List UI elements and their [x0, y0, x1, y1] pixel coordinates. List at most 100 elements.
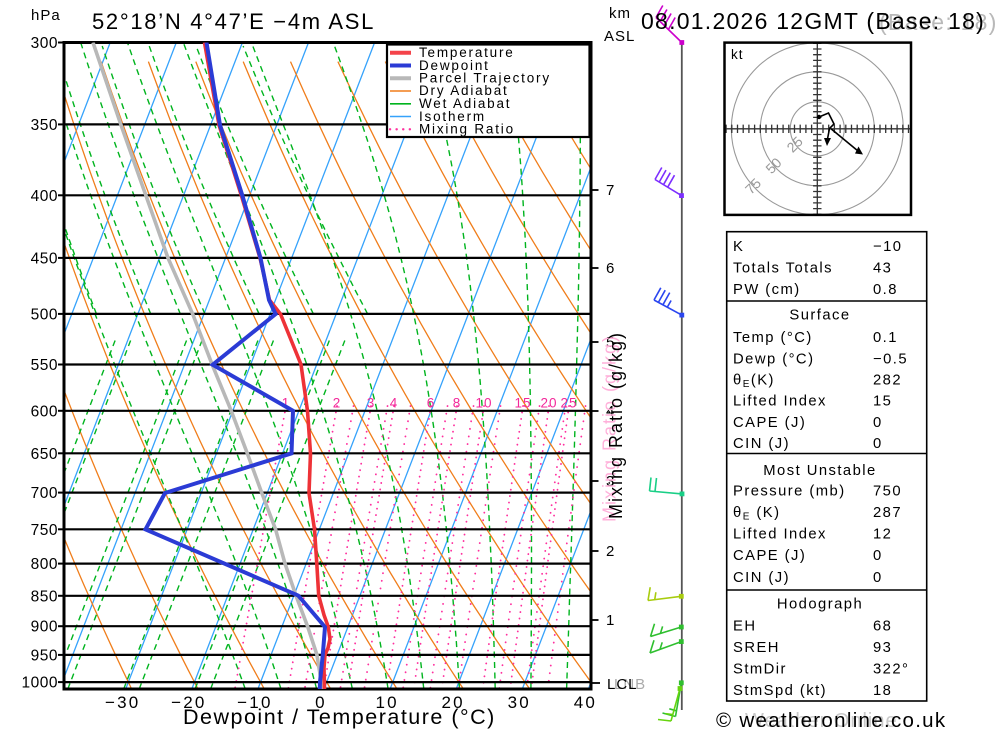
svg-text:40: 40 [574, 693, 597, 712]
svg-text:Dewp (°C): Dewp (°C) [733, 352, 814, 368]
svg-text:12: 12 [873, 527, 892, 543]
svg-text:6: 6 [606, 260, 614, 277]
svg-text:0: 0 [873, 436, 883, 452]
svg-text:15: 15 [514, 396, 531, 411]
svg-text:30: 30 [508, 693, 531, 712]
svg-text:20: 20 [540, 396, 557, 411]
svg-text:0: 0 [873, 548, 883, 564]
svg-text:93: 93 [873, 640, 892, 656]
svg-text:350: 350 [31, 117, 58, 134]
svg-text:300: 300 [31, 35, 58, 52]
svg-text:Lifted Index: Lifted Index [733, 527, 827, 543]
svg-text:−30: −30 [105, 693, 140, 712]
svg-text:750: 750 [873, 484, 902, 500]
svg-text:43: 43 [873, 261, 892, 277]
svg-text:0.8: 0.8 [873, 282, 898, 298]
svg-text:StmDir: StmDir [733, 662, 787, 678]
svg-text:3: 3 [606, 473, 614, 490]
svg-text:Surface: Surface [789, 308, 850, 324]
svg-text:650: 650 [31, 446, 58, 463]
svg-text:Isotherm: Isotherm [419, 109, 486, 124]
svg-text:Mixing Ratio: Mixing Ratio [419, 122, 515, 137]
svg-text:−0.5: −0.5 [873, 352, 908, 368]
svg-text:CIN (J): CIN (J) [733, 570, 790, 586]
svg-text:hPa: hPa [31, 7, 61, 24]
svg-text:15: 15 [873, 394, 892, 410]
svg-text:Lifted Index: Lifted Index [733, 394, 827, 410]
svg-text:500: 500 [31, 306, 58, 323]
svg-text:K: K [733, 239, 744, 255]
svg-text:25: 25 [560, 396, 577, 411]
svg-text:CAPE (J): CAPE (J) [733, 415, 806, 431]
svg-text:Temp (°C): Temp (°C) [733, 330, 813, 346]
svg-text:850: 850 [31, 588, 58, 605]
svg-text:1: 1 [282, 396, 291, 411]
svg-text:68: 68 [873, 619, 892, 635]
svg-text:LNB: LNB [614, 676, 646, 693]
svg-text:7: 7 [606, 182, 614, 199]
svg-text:Mixing Ratio (g/kg): Mixing Ratio (g/kg) [600, 334, 620, 522]
svg-text:322°: 322° [873, 662, 909, 678]
svg-text:600: 600 [31, 403, 58, 420]
svg-text:8: 8 [453, 396, 462, 411]
svg-text:km: km [609, 5, 631, 22]
svg-text:0: 0 [873, 570, 883, 586]
svg-text:400: 400 [31, 188, 58, 205]
svg-text:θE (K): θE (K) [733, 505, 780, 523]
svg-text:Dry Adiabat: Dry Adiabat [419, 83, 509, 98]
svg-text:450: 450 [31, 250, 58, 267]
svg-text:3: 3 [367, 396, 376, 411]
svg-text:900: 900 [31, 619, 58, 636]
svg-text:800: 800 [31, 556, 58, 573]
svg-text:4: 4 [390, 396, 399, 411]
svg-text:1000: 1000 [22, 675, 58, 692]
svg-text:10: 10 [375, 693, 398, 712]
svg-text:Totals Totals: Totals Totals [733, 261, 833, 277]
svg-text:CAPE (J): CAPE (J) [733, 548, 806, 564]
svg-text:5: 5 [606, 334, 614, 351]
svg-text:20: 20 [442, 693, 465, 712]
svg-text:287: 287 [873, 505, 902, 521]
svg-text:550: 550 [31, 357, 58, 374]
svg-text:Mixing Ratio (g/kg): Mixing Ratio (g/kg) [606, 331, 626, 519]
svg-text:52°18’N 4°47’E −4m ASL: 52°18’N 4°47’E −4m ASL [92, 9, 375, 34]
svg-text:ASL: ASL [604, 28, 635, 45]
svg-text:4: 4 [606, 403, 614, 420]
svg-text:10: 10 [475, 396, 492, 411]
svg-text:−10: −10 [873, 239, 902, 255]
svg-text:Weather Online: Weather Online [745, 710, 898, 732]
svg-text:EH: EH [733, 619, 756, 635]
svg-text:SREH: SREH [733, 640, 780, 656]
svg-text:Most Unstable: Most Unstable [763, 463, 876, 479]
svg-text:0: 0 [873, 415, 883, 431]
svg-text:CIN (J): CIN (J) [733, 436, 790, 452]
svg-text:700: 700 [31, 485, 58, 502]
svg-text:2: 2 [333, 396, 342, 411]
svg-text:θE(K): θE(K) [733, 373, 775, 391]
svg-text:PW (cm): PW (cm) [733, 282, 801, 298]
svg-text:Pressure (mb): Pressure (mb) [733, 484, 846, 500]
svg-text:6: 6 [427, 396, 436, 411]
svg-text:Dewpoint / Temperature (°C): Dewpoint / Temperature (°C) [183, 705, 496, 729]
svg-text:18: 18 [873, 683, 892, 699]
svg-text:Parcel Trajectory: Parcel Trajectory [419, 71, 551, 86]
svg-text:LCL: LCL [607, 676, 638, 693]
svg-text:StmSpd (kt): StmSpd (kt) [733, 683, 827, 699]
svg-text:Wet Adiabat: Wet Adiabat [419, 96, 511, 111]
svg-text:Temperature: Temperature [419, 45, 515, 60]
svg-text:750: 750 [31, 522, 58, 539]
svg-text:282: 282 [873, 373, 902, 389]
svg-text:Dewpoint: Dewpoint [419, 58, 490, 73]
svg-text:08.01.2026 12GMT (Base: 18): 08.01.2026 12GMT (Base: 18) [641, 8, 985, 34]
svg-text:−10: −10 [237, 693, 272, 712]
svg-text:0.1: 0.1 [873, 330, 898, 346]
svg-text:(Base: 18): (Base: 18) [879, 9, 998, 35]
svg-text:950: 950 [31, 647, 58, 664]
svg-text:© weatheronline.co.uk: © weatheronline.co.uk [716, 709, 946, 732]
svg-text:Hodograph: Hodograph [777, 597, 863, 613]
svg-text:2: 2 [606, 543, 614, 560]
svg-text:−20: −20 [171, 693, 206, 712]
svg-text:1: 1 [606, 612, 614, 629]
svg-text:0: 0 [315, 693, 327, 712]
svg-text:kt: kt [731, 47, 744, 62]
